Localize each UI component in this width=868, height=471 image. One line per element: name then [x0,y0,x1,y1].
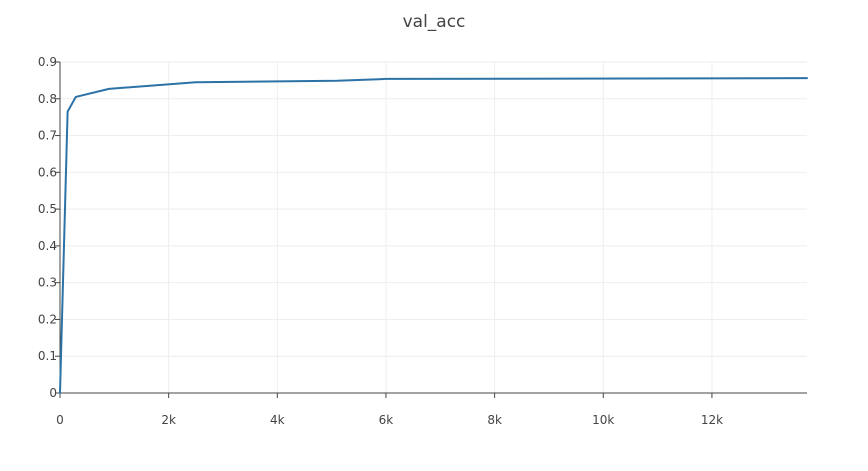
x-tick-label: 12k [701,413,723,427]
y-tick-label: 0.3 [38,276,57,290]
y-tick-label: 0.7 [38,129,57,143]
series-line [59,77,808,394]
y-tick-label: 0.4 [38,239,57,253]
x-tick-label: 8k [487,413,502,427]
x-tick-label: 4k [270,413,285,427]
x-tick-label: 2k [161,413,176,427]
x-tick-label: 6k [379,413,394,427]
y-tick-label: 0.9 [38,55,57,69]
y-tick-label: 0 [49,386,57,400]
y-tick-label: 0.5 [38,202,57,216]
x-tick-label: 10k [592,413,614,427]
x-tick-label: 0 [56,413,64,427]
chart-title: val_acc [402,12,466,32]
y-tick-label: 0.1 [38,349,57,363]
y-tick-label: 0.8 [38,92,57,106]
y-tick-label: 0.2 [38,312,57,326]
y-tick-label: 0.6 [38,165,57,179]
